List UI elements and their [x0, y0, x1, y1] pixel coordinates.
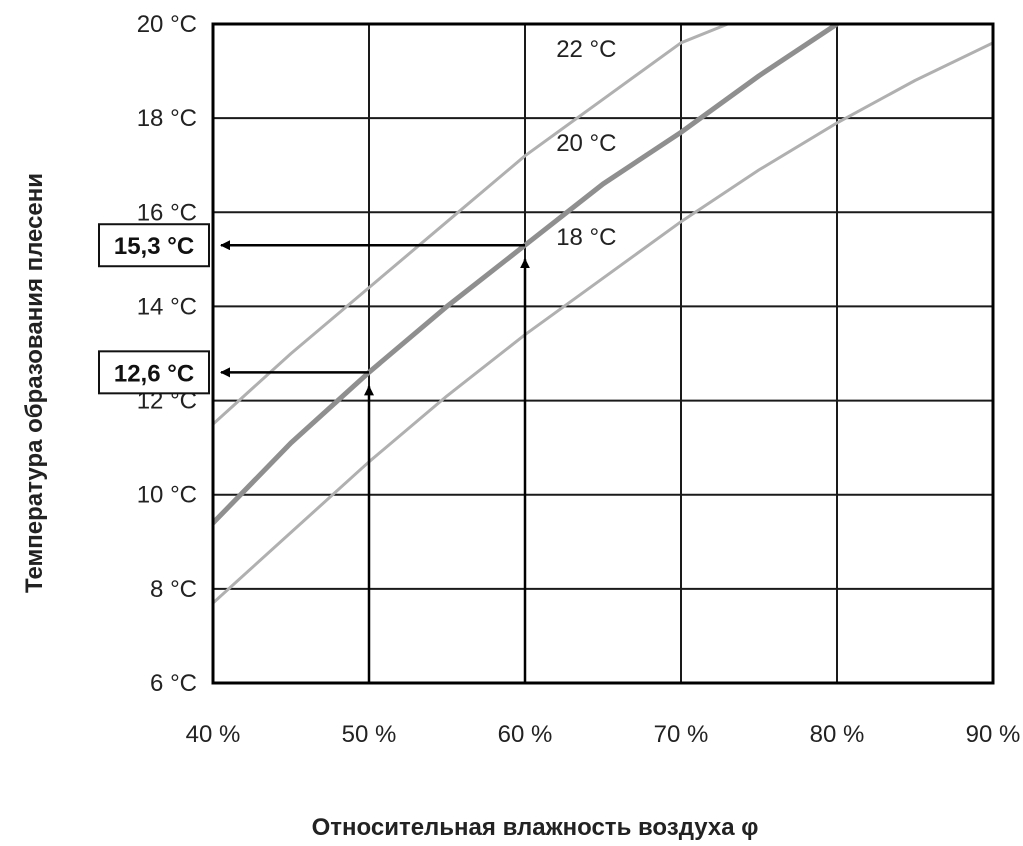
- curve-label: 20 °C: [556, 130, 616, 157]
- x-axis-title: Относительная влажность воздуха φ: [312, 814, 759, 841]
- series-line: [213, 24, 730, 426]
- value-box: [98, 223, 210, 268]
- x-tick-label: 90 %: [966, 721, 1021, 748]
- grid: [213, 24, 993, 683]
- y-tick-label: 18 °C: [137, 105, 197, 132]
- y-tick-label: 10 °C: [137, 482, 197, 509]
- x-tick-label: 70 %: [654, 721, 709, 748]
- value-label: 15,3 °C: [114, 233, 194, 260]
- curve-label: 22 °C: [556, 36, 616, 63]
- annotations: 15,3 °C 12,6 °C: [98, 223, 530, 683]
- x-tick-label: 40 %: [186, 721, 241, 748]
- y-tick-label: 16 °C: [137, 199, 197, 226]
- y-tick-label: 8 °C: [150, 576, 197, 603]
- series-line: [213, 41, 993, 605]
- x-tick-labels: 40 % 50 % 60 % 70 % 80 % 90 %: [186, 721, 1021, 748]
- value-box: [98, 350, 210, 395]
- y-tick-label: 14 °C: [137, 293, 197, 320]
- curve-label: 18 °C: [556, 224, 616, 251]
- x-tick-label: 50 %: [342, 721, 397, 748]
- plot-border: [211, 22, 995, 685]
- y-tick-labels: 6 °C8 °C10 °C12 °C14 °C16 °C18 °C20 °C: [137, 11, 197, 697]
- y-tick-label: 6 °C: [150, 670, 197, 697]
- x-tick-label: 80 %: [810, 721, 865, 748]
- value-label: 12,6 °C: [114, 360, 194, 387]
- y-axis-title: Температура образования плесени: [21, 173, 48, 593]
- curve-labels: 22 °C 20 °C 18 °C: [556, 36, 616, 251]
- plot-frame: [211, 22, 995, 685]
- y-tick-label: 20 °C: [137, 11, 197, 38]
- x-tick-label: 60 %: [498, 721, 553, 748]
- curves: [213, 24, 993, 605]
